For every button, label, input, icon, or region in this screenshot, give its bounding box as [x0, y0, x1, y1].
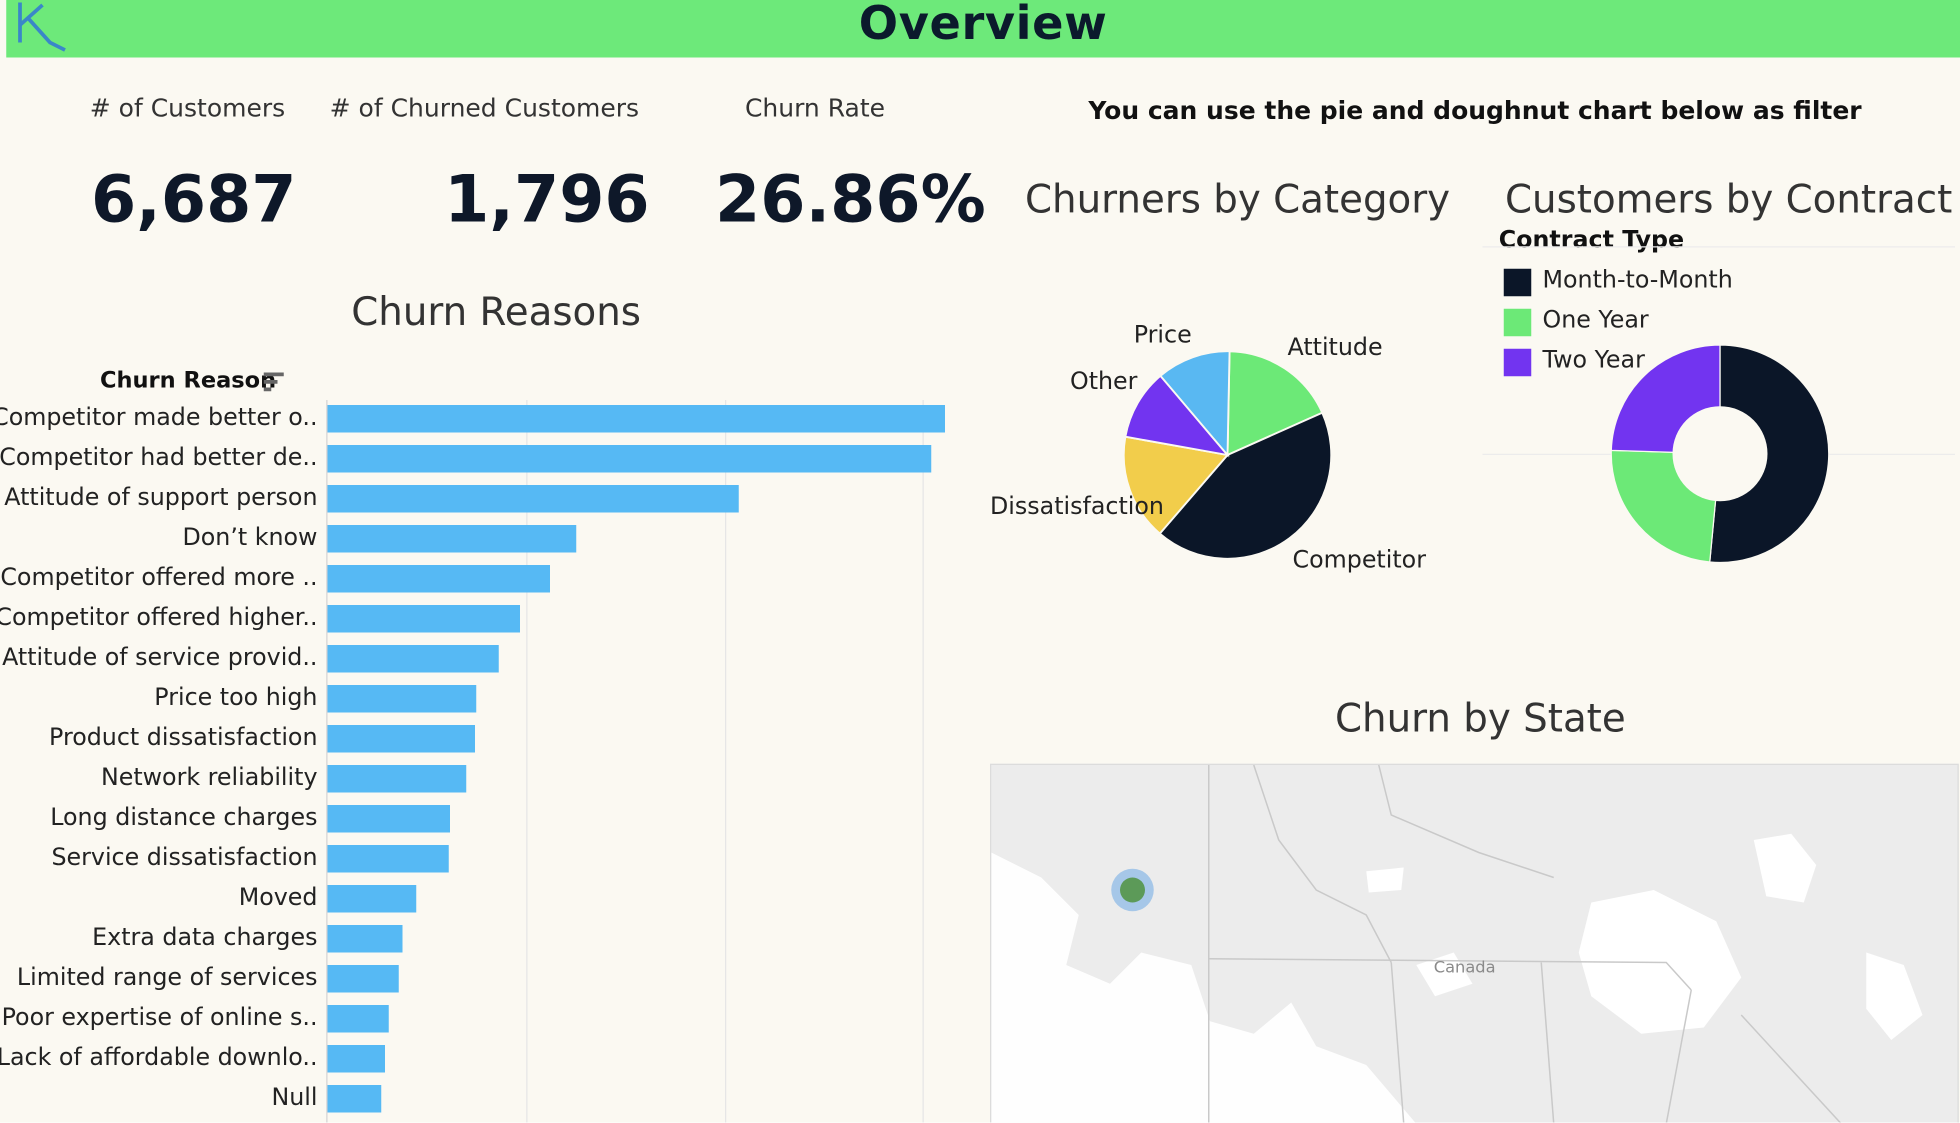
bar[interactable]	[328, 645, 499, 673]
pie-slice-label: Attitude	[1288, 334, 1383, 362]
bar-label[interactable]: Network reliability	[101, 764, 318, 792]
pie-slice-label: Competitor	[1293, 546, 1426, 574]
bar-label[interactable]: Competitor had better de..	[0, 444, 318, 472]
bar[interactable]	[328, 765, 467, 793]
bar[interactable]	[328, 485, 739, 513]
bar-label[interactable]: Long distance charges	[50, 804, 317, 832]
pie-slice-label: Other	[1070, 368, 1137, 396]
bar-label[interactable]: Lack of affordable downlo..	[0, 1044, 318, 1072]
bar[interactable]	[328, 925, 403, 953]
bar-label[interactable]: Attitude of service provid..	[2, 644, 317, 672]
legend-swatch	[1504, 309, 1532, 337]
bar-label[interactable]: Service dissatisfaction	[51, 844, 317, 872]
kpi-churn-rate-label: Churn Rate	[715, 93, 915, 123]
bar-gridline	[923, 400, 924, 1123]
page-title: Overview	[6, 0, 1960, 50]
bar-label[interactable]: Competitor offered more ..	[0, 564, 317, 592]
bar-label[interactable]: Extra data charges	[92, 924, 317, 952]
kpi-customers-value: 6,687	[75, 163, 313, 238]
bar-label[interactable]: Moved	[239, 884, 318, 912]
bar[interactable]	[328, 805, 451, 833]
bar[interactable]	[328, 685, 477, 713]
bar-label[interactable]: Product dissatisfaction	[49, 724, 317, 752]
churn-reasons-title: Churn Reasons	[351, 290, 641, 335]
churners-by-category-title: Churners by Category	[1025, 178, 1450, 223]
kpi-customers-label: # of Customers	[75, 93, 300, 123]
bar[interactable]	[328, 845, 449, 873]
bar[interactable]	[328, 565, 550, 593]
bar[interactable]	[328, 525, 576, 553]
bar[interactable]	[328, 725, 475, 753]
churn-reason-field-header[interactable]: Churn Reason	[100, 368, 276, 394]
bar-label[interactable]: Poor expertise of online s..	[2, 1004, 318, 1032]
kpi-churned-label: # of Churned Customers	[313, 93, 657, 123]
legend-swatch	[1504, 269, 1532, 297]
legend-divider	[1483, 246, 1956, 247]
bar-label[interactable]: Limited range of services	[17, 964, 318, 992]
bar-label[interactable]: Competitor made better o..	[0, 404, 318, 432]
header-bar: Overview	[6, 0, 1960, 58]
map-country-label: Canada	[1434, 959, 1496, 978]
sort-icon[interactable]	[263, 370, 286, 393]
pie-slice-label: Price	[1134, 321, 1192, 349]
kpi-churn-rate-value: 26.86%	[715, 163, 984, 238]
bar-label[interactable]: Don’t know	[182, 524, 317, 552]
bar[interactable]	[328, 1005, 390, 1033]
customers-by-contract-title: Customers by Contract	[1505, 178, 1952, 223]
bar[interactable]	[328, 1045, 386, 1073]
bar-label[interactable]: Competitor offered higher..	[0, 604, 318, 632]
doughnut-hole	[1673, 406, 1768, 501]
bar-label[interactable]: Attitude of support person	[4, 484, 317, 512]
bar[interactable]	[328, 1085, 382, 1113]
bar-label[interactable]: Null	[271, 1084, 317, 1112]
legend-swatch	[1504, 349, 1532, 377]
bar-label[interactable]: Price too high	[154, 684, 317, 712]
pie-slice-label: Dissatisfaction	[990, 493, 1164, 521]
bar[interactable]	[328, 405, 945, 433]
legend-label: Month-to-Month	[1543, 266, 1733, 294]
kpi-churned-value: 1,796	[425, 163, 669, 238]
bar[interactable]	[328, 445, 932, 473]
filter-note: You can use the pie and doughnut chart b…	[988, 95, 1960, 125]
churn-map[interactable]: Canada	[990, 764, 1959, 1123]
contract-legend-title: Contract Type	[1499, 226, 1684, 254]
churn-by-state-title: Churn by State	[1335, 696, 1626, 741]
map-background	[991, 765, 1957, 1123]
contract-doughnut-chart[interactable]	[1588, 325, 1851, 588]
bar[interactable]	[328, 605, 521, 633]
bar[interactable]	[328, 965, 399, 993]
bar[interactable]	[328, 885, 417, 913]
map-marker[interactable]	[1109, 866, 1157, 914]
